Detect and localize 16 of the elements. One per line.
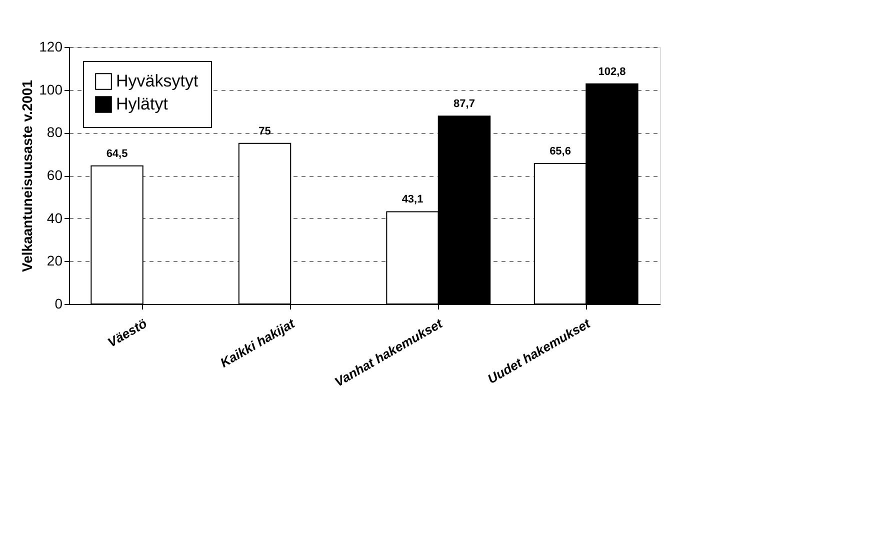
data-label: 65,6 bbox=[550, 146, 571, 158]
y-tick-label: 80 bbox=[46, 124, 63, 140]
y-tick-label: 20 bbox=[46, 252, 63, 269]
y-tick-label: 100 bbox=[39, 81, 63, 98]
legend-label: Hylätyt bbox=[116, 94, 168, 114]
data-label: 43,1 bbox=[402, 194, 424, 206]
data-label: 87,7 bbox=[454, 98, 475, 110]
y-tick-label: 0 bbox=[54, 296, 63, 312]
y-tick-label: 120 bbox=[39, 38, 63, 54]
data-label: 75 bbox=[258, 125, 271, 138]
y-tick-label: 40 bbox=[46, 210, 63, 226]
y-axis-title: Velkaantuneisuusaste v.2001 bbox=[19, 80, 36, 272]
legend-label: Hyväksytyt bbox=[116, 72, 198, 90]
y-tick-label: 60 bbox=[46, 167, 63, 183]
data-label: 102,8 bbox=[598, 66, 626, 78]
data-label: 64,5 bbox=[106, 148, 128, 160]
